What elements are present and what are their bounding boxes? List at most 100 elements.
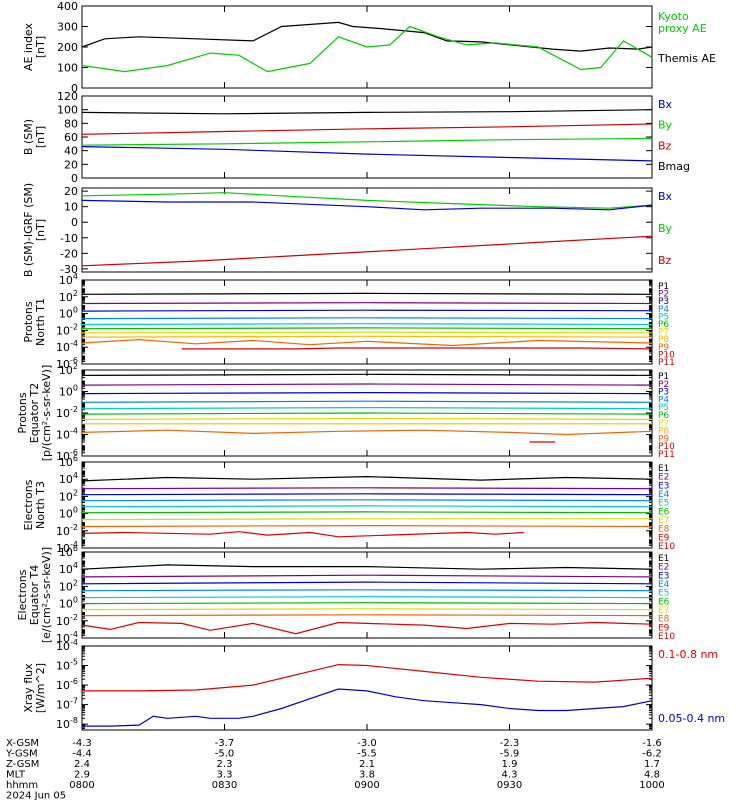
legend-entry: P2 (658, 290, 669, 300)
y-tick-label: 10-7 (56, 697, 78, 712)
legend-entry: P1 (658, 372, 669, 382)
y-tick-label: 300 (57, 21, 78, 34)
y-tick-label: 100 (59, 384, 78, 399)
x-row-value: -4.3 (72, 738, 92, 749)
y-tick-label: 100 (59, 506, 78, 521)
x-row-value: -3.0 (357, 738, 377, 749)
legend-entry: E6 (658, 507, 670, 517)
series-line-P9 (81, 338, 653, 347)
legend-entry: E8 (658, 615, 670, 625)
y-tick-label: 106 (59, 454, 78, 469)
x-row-value: 3.3 (217, 770, 233, 781)
series-line-E2 (81, 574, 653, 578)
y-tick-label: 100 (57, 62, 78, 75)
x-row-value: 0800 (69, 780, 94, 791)
y-tick-label: 0 (71, 216, 78, 229)
y-tick-label: 10 (64, 201, 78, 214)
series-line-P8 (81, 335, 653, 338)
y-tick-label: 10-8 (56, 716, 78, 731)
x-row-value: -2.3 (500, 738, 520, 749)
legend-entry: By (658, 119, 673, 132)
series-line-P6 (81, 327, 653, 330)
legend-entry: P6 (658, 411, 669, 421)
x-row-value: 1000 (639, 780, 664, 791)
series-line-Bx (81, 146, 653, 162)
x-row-value: 0930 (497, 780, 522, 791)
series-line-Kyoto-proxy-AE (81, 25, 653, 73)
y-tick-label: 10-2 (56, 322, 78, 337)
y-tick-label: 80 (64, 117, 78, 130)
legend-entry: Bmag (658, 160, 690, 173)
y-axis-label: North T3 (34, 481, 47, 529)
legend-entry: P11 (658, 358, 675, 368)
y-tick-label: 10-5 (56, 658, 78, 673)
x-row-value: 0900 (354, 780, 379, 791)
x-row-value: 0830 (212, 780, 237, 791)
y-axis-label: [e/(cm²-s-sr-keV)] (40, 547, 53, 643)
y-tick-label: 100 (57, 104, 78, 117)
legend-entry: E9 (658, 533, 670, 543)
y-tick-label: 106 (59, 544, 78, 559)
y-tick-label: 104 (59, 272, 78, 287)
legend-entry: P3 (658, 388, 669, 398)
legend-entry: P9 (658, 434, 669, 444)
legend-entry: Bx (658, 190, 673, 203)
y-axis-label: Electrons (22, 479, 35, 530)
legend-entry: P3 (658, 297, 669, 307)
y-axis-label: Protons (16, 392, 29, 433)
y-tick-label: -30 (60, 263, 78, 276)
y-tick-label: 20 (64, 158, 78, 171)
legend-entry: P4 (658, 395, 669, 405)
y-tick-label: 102 (59, 578, 78, 593)
y-axis-label: North T1 (34, 298, 47, 346)
legend-entry: Bz (658, 254, 672, 267)
y-tick-label: 0 (71, 172, 78, 185)
series-line-E8 (81, 614, 653, 617)
y-axis-label: Xray flux (22, 663, 35, 713)
legend-entry: E6 (658, 597, 670, 607)
panel-frame (81, 279, 653, 365)
series-line-E1 (81, 564, 653, 570)
panel-2: B (SM) [nT] Bx By Bz Bmag (22, 95, 690, 179)
legend-entry: E2 (658, 563, 669, 573)
series-line-E4 (81, 589, 653, 592)
y-tick-label: 104 (59, 471, 78, 486)
y-tick-label: 102 (59, 289, 78, 304)
y-tick-label: 40 (64, 145, 78, 158)
series-line-E5 (81, 505, 653, 508)
x-row-label: X-GSM (6, 738, 39, 749)
series-line-P7 (81, 331, 653, 334)
legend-entry: P10 (658, 442, 675, 452)
y-tick-label: 10-4 (56, 540, 78, 555)
y-tick-label: 10-2 (56, 405, 78, 420)
y-tick-label: 102 (59, 488, 78, 503)
legend-entry: Bx (658, 98, 673, 111)
series-line-Themis-AE (81, 21, 653, 52)
legend-entry: P4 (658, 305, 669, 315)
x-row-value: 2.3 (217, 759, 233, 770)
legend-entry: P1 (658, 282, 669, 292)
series-line-Bz (81, 123, 653, 135)
y-tick-label: 100 (59, 306, 78, 321)
legend-entry: E5 (658, 499, 669, 509)
series-line-E9 (81, 531, 524, 538)
series-line-E7 (81, 518, 652, 521)
series-line-P10 (181, 347, 653, 350)
x-row-value: 4.3 (502, 770, 518, 781)
x-row-label: Y-GSM (5, 749, 38, 760)
x-row-value: -5.5 (357, 749, 377, 760)
x-row-value: 3.8 (359, 770, 375, 781)
legend-entry: E8 (658, 525, 670, 535)
y-axis-label: Equator T4 (28, 565, 41, 625)
panel-frame (81, 95, 653, 179)
series-line-P4 (81, 317, 653, 320)
series-line-E9 (81, 621, 653, 635)
panel-7: Electrons Equator T4 [e/(cm²-s-sr-keV)] E1E… (16, 547, 675, 643)
series-line-E3 (81, 581, 653, 585)
legend-entry: P2 (658, 380, 669, 390)
series-line-By (81, 192, 653, 209)
y-axis-label: Protons (22, 301, 35, 342)
y-tick-label: 10-4 (56, 339, 78, 354)
legend-entry: P8 (658, 335, 669, 345)
